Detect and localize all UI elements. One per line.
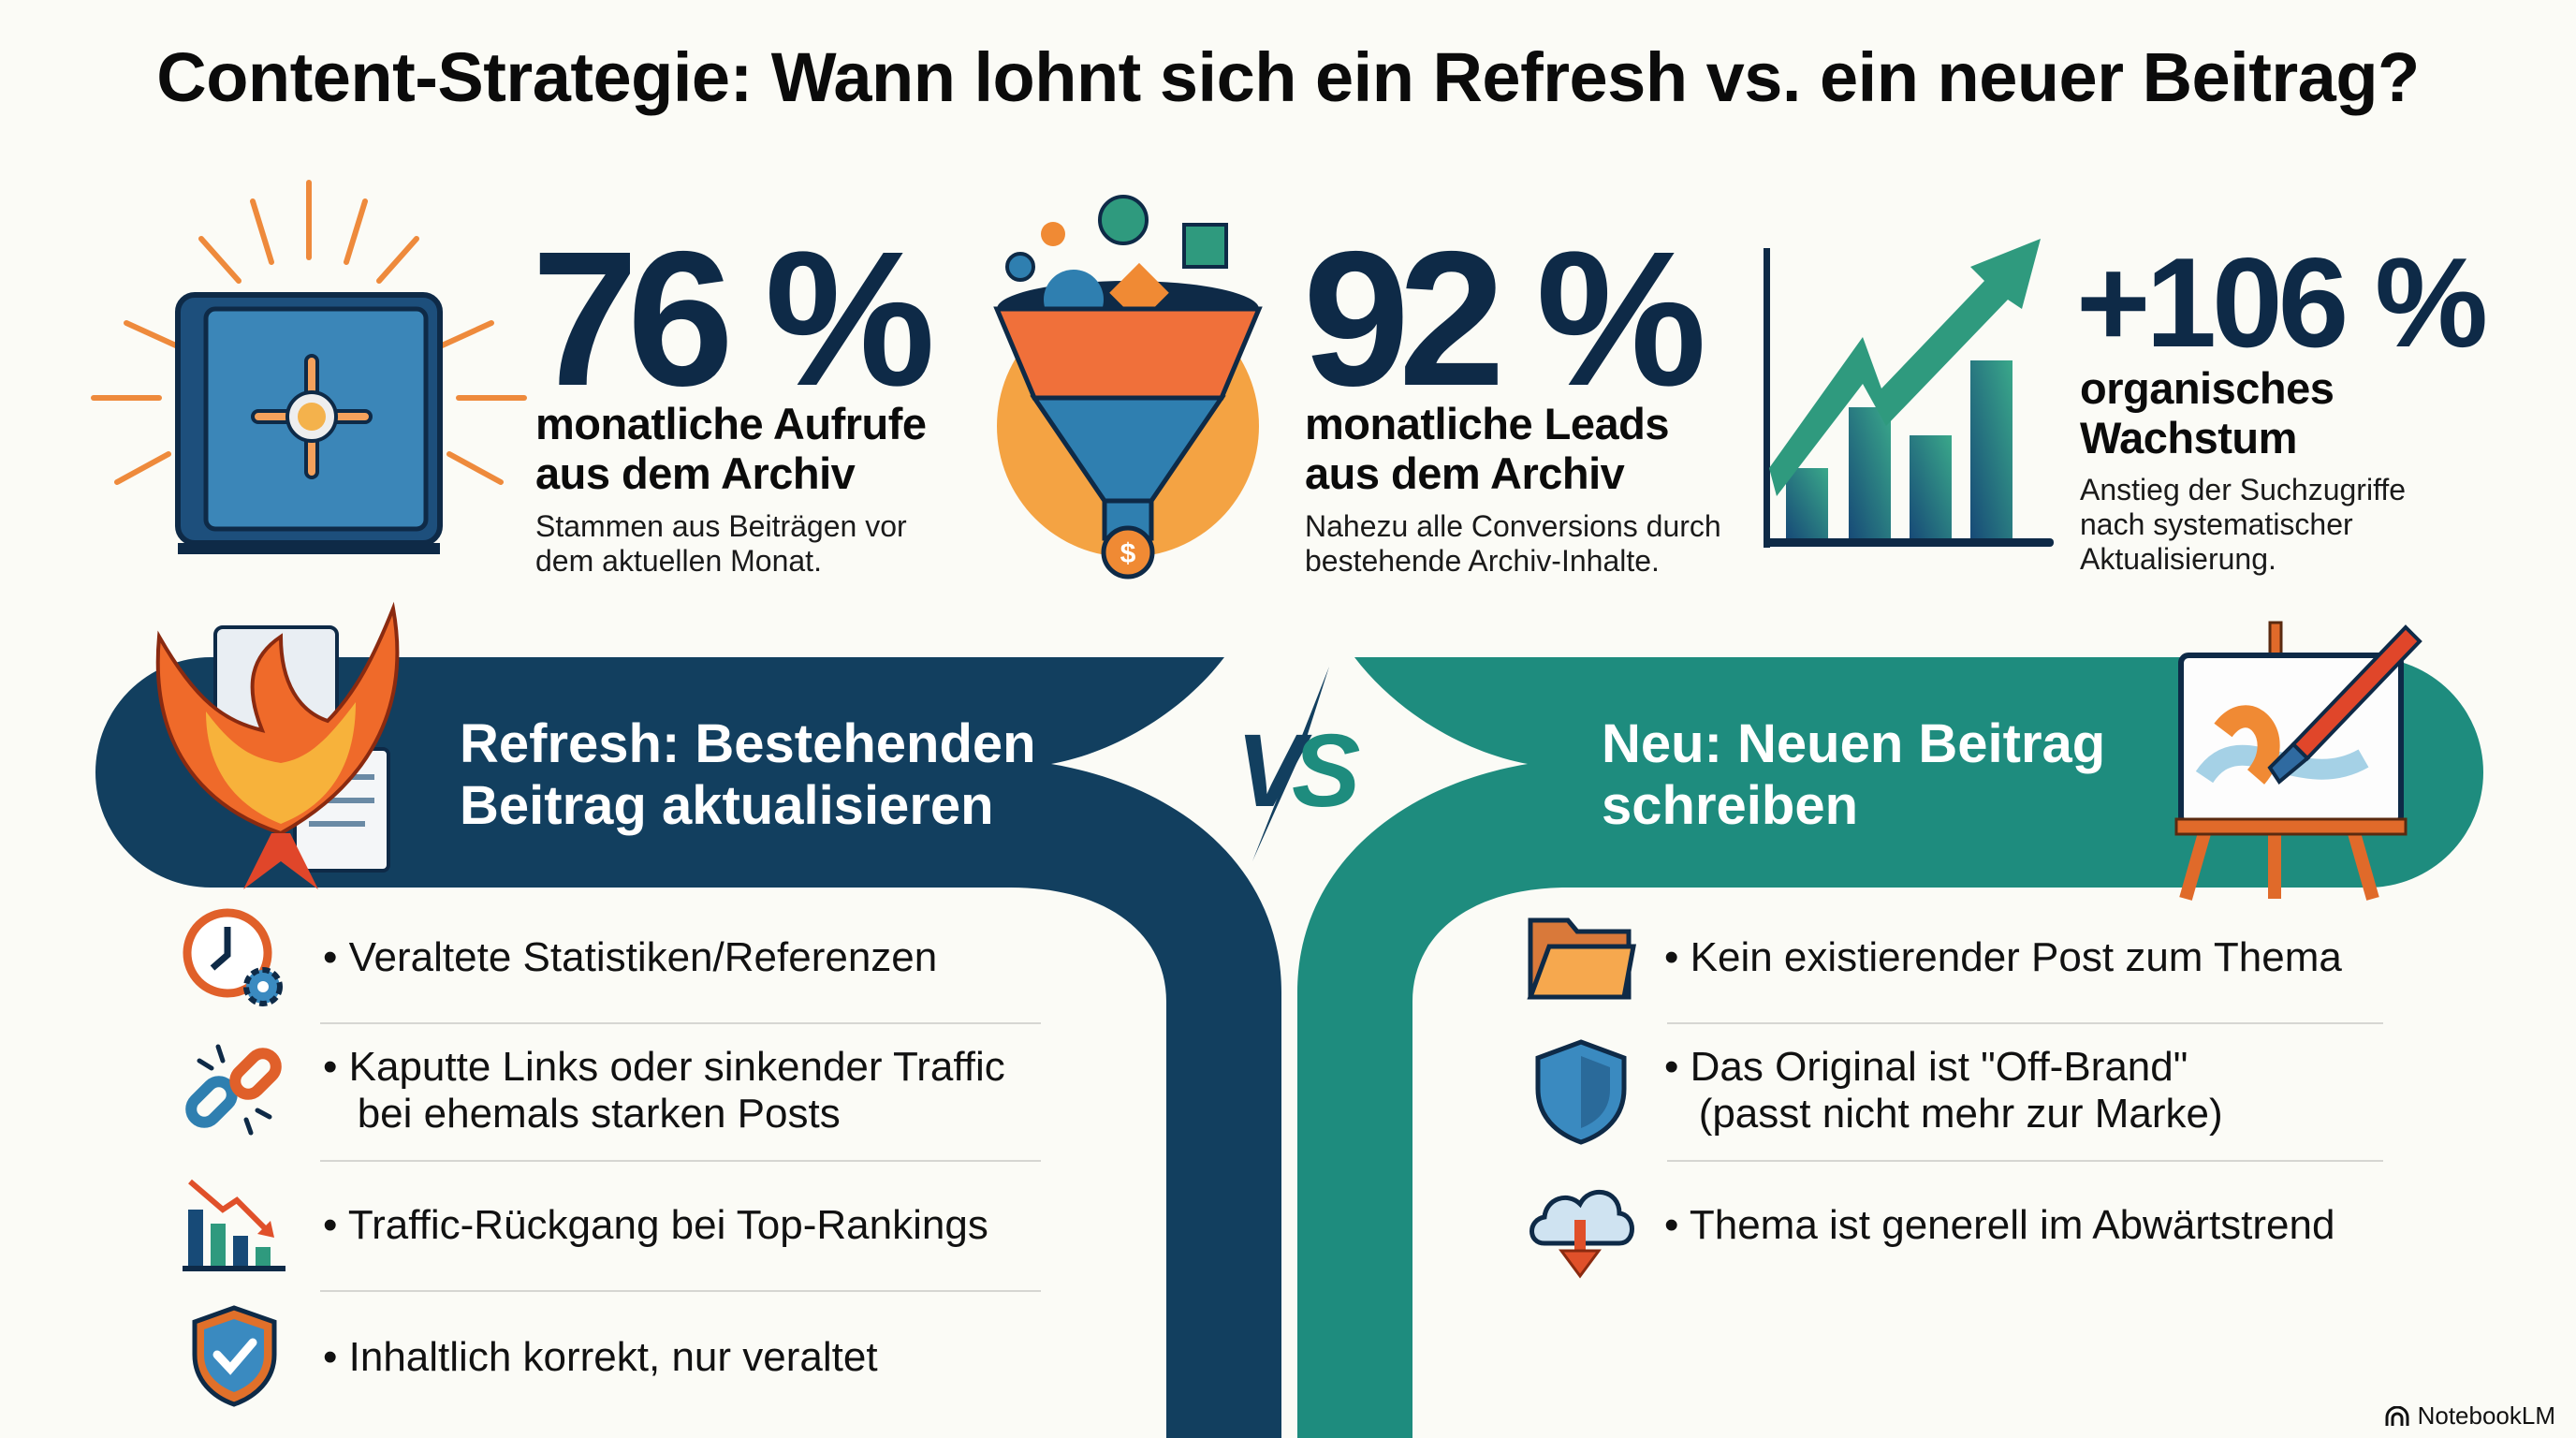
stat-description: Stammen aus Beiträgen vor dem aktuellen … xyxy=(535,509,907,579)
stat-label-line: Wachstum xyxy=(2080,413,2297,462)
criterion-text: bei ehemals starken Posts xyxy=(357,1091,841,1137)
stat-description-line: Aktualisierung. xyxy=(2080,542,2276,576)
vs-slash xyxy=(1252,667,1329,861)
stat-label-line: aus dem Archiv xyxy=(535,448,856,498)
refresh-title-line: Beitrag aktualisieren xyxy=(460,775,994,836)
criterion-text: Thema ist generell im Abwärtstrend xyxy=(1689,1202,2335,1248)
folder-icon xyxy=(1527,917,1636,1000)
new-title-line: schreiben xyxy=(1602,775,1858,836)
new-title-line: Neu: Neuen Beitrag xyxy=(1602,713,2106,774)
clock-gear-icon xyxy=(183,908,283,1006)
divider xyxy=(320,1160,1041,1162)
stat-description-line: Anstieg der Suchzugriffe xyxy=(2080,473,2407,506)
criterion-text: (passt nicht mehr zur Marke) xyxy=(1698,1091,2223,1137)
divider xyxy=(1667,1022,2383,1024)
broken-link-icon xyxy=(185,1044,282,1136)
stat-description-line: nach systematischer xyxy=(2080,507,2353,541)
stat-description-line: Stammen aus Beiträgen vor xyxy=(535,509,907,543)
criterion-text: Traffic-Rückgang bei Top-Rankings xyxy=(347,1202,988,1248)
criterion-text: Veraltete Statistiken/Referenzen xyxy=(348,934,938,980)
new-criterion: • Das Original ist "Off-Brand" (passt ni… xyxy=(1664,1044,2223,1137)
refresh-criterion: • Kaputte Links oder sinkender Traffic b… xyxy=(323,1044,1005,1137)
growth-chart-icon xyxy=(1764,239,2054,548)
stat-description-line: dem aktuellen Monat. xyxy=(535,544,822,578)
stat-value: 76 % xyxy=(532,212,935,426)
shield-icon xyxy=(1535,1039,1627,1145)
notebooklm-logo-icon xyxy=(2385,1405,2409,1426)
phoenix-icon xyxy=(155,601,400,889)
vs-s: S xyxy=(1292,713,1360,829)
stat-description-line: bestehende Archiv-Inhalte. xyxy=(1305,544,1660,578)
criterion-text: Das Original ist "Off-Brand" xyxy=(1690,1044,2188,1090)
refresh-banner-shape xyxy=(95,657,1281,1438)
cloud-download-icon xyxy=(1530,1189,1634,1279)
refresh-title: Refresh: Bestehenden Beitrag aktualisier… xyxy=(460,713,1036,837)
refresh-criterion: • Traffic-Rückgang bei Top-Rankings xyxy=(323,1202,988,1248)
vs-v: V xyxy=(1236,713,1305,829)
new-title: Neu: Neuen Beitrag schreiben xyxy=(1602,713,2105,837)
svg-text:$: $ xyxy=(1120,538,1136,569)
criterion-text: Kein existierender Post zum Thema xyxy=(1690,934,2342,980)
refresh-criterion: • Veraltete Statistiken/Referenzen xyxy=(323,934,938,980)
new-criterion: • Thema ist generell im Abwärtstrend xyxy=(1664,1202,2335,1248)
refresh-criterion: • Inhaltlich korrekt, nur veraltet xyxy=(323,1334,878,1380)
stat-value: +106 % xyxy=(2076,231,2488,374)
notebooklm-watermark: NotebookLM xyxy=(2384,1401,2555,1431)
shield-check-icon xyxy=(192,1305,277,1407)
page-title: Content-Strategie: Wann lohnt sich ein R… xyxy=(156,38,2420,116)
funnel-icon: $ xyxy=(993,195,1263,580)
new-criterion: • Kein existierender Post zum Thema xyxy=(1664,934,2342,980)
stat-label: monatliche Aufrufe aus dem Archiv xyxy=(535,399,927,498)
easel-paintbrush-icon xyxy=(2174,621,2422,901)
watermark-text: NotebookLM xyxy=(2417,1401,2555,1430)
stat-label-line: organisches xyxy=(2080,363,2334,413)
refresh-title-line: Refresh: Bestehenden xyxy=(460,713,1036,774)
stat-description: Nahezu alle Conversions durch bestehende… xyxy=(1305,509,1721,579)
divider xyxy=(1667,1160,2383,1162)
stat-label-line: aus dem Archiv xyxy=(1305,448,1625,498)
stat-value: 92 % xyxy=(1303,212,1706,426)
stat-label: monatliche Leads aus dem Archiv xyxy=(1305,399,1670,498)
stat-description-line: Nahezu alle Conversions durch xyxy=(1305,509,1721,543)
criterion-text: Kaputte Links oder sinkender Traffic xyxy=(348,1044,1005,1090)
divider xyxy=(320,1290,1041,1292)
stat-label-line: monatliche Leads xyxy=(1305,399,1670,448)
vs-label: VS xyxy=(1217,712,1367,830)
safe-icon xyxy=(91,180,527,554)
divider xyxy=(320,1022,1041,1024)
declining-bar-chart-icon xyxy=(183,1179,285,1271)
stat-description: Anstieg der Suchzugriffe nach systematis… xyxy=(2080,473,2406,577)
new-banner-shape xyxy=(1297,657,2483,1438)
criterion-text: Inhaltlich korrekt, nur veraltet xyxy=(348,1334,878,1380)
stat-label: organisches Wachstum xyxy=(2080,363,2334,462)
stat-label-line: monatliche Aufrufe xyxy=(535,399,927,448)
